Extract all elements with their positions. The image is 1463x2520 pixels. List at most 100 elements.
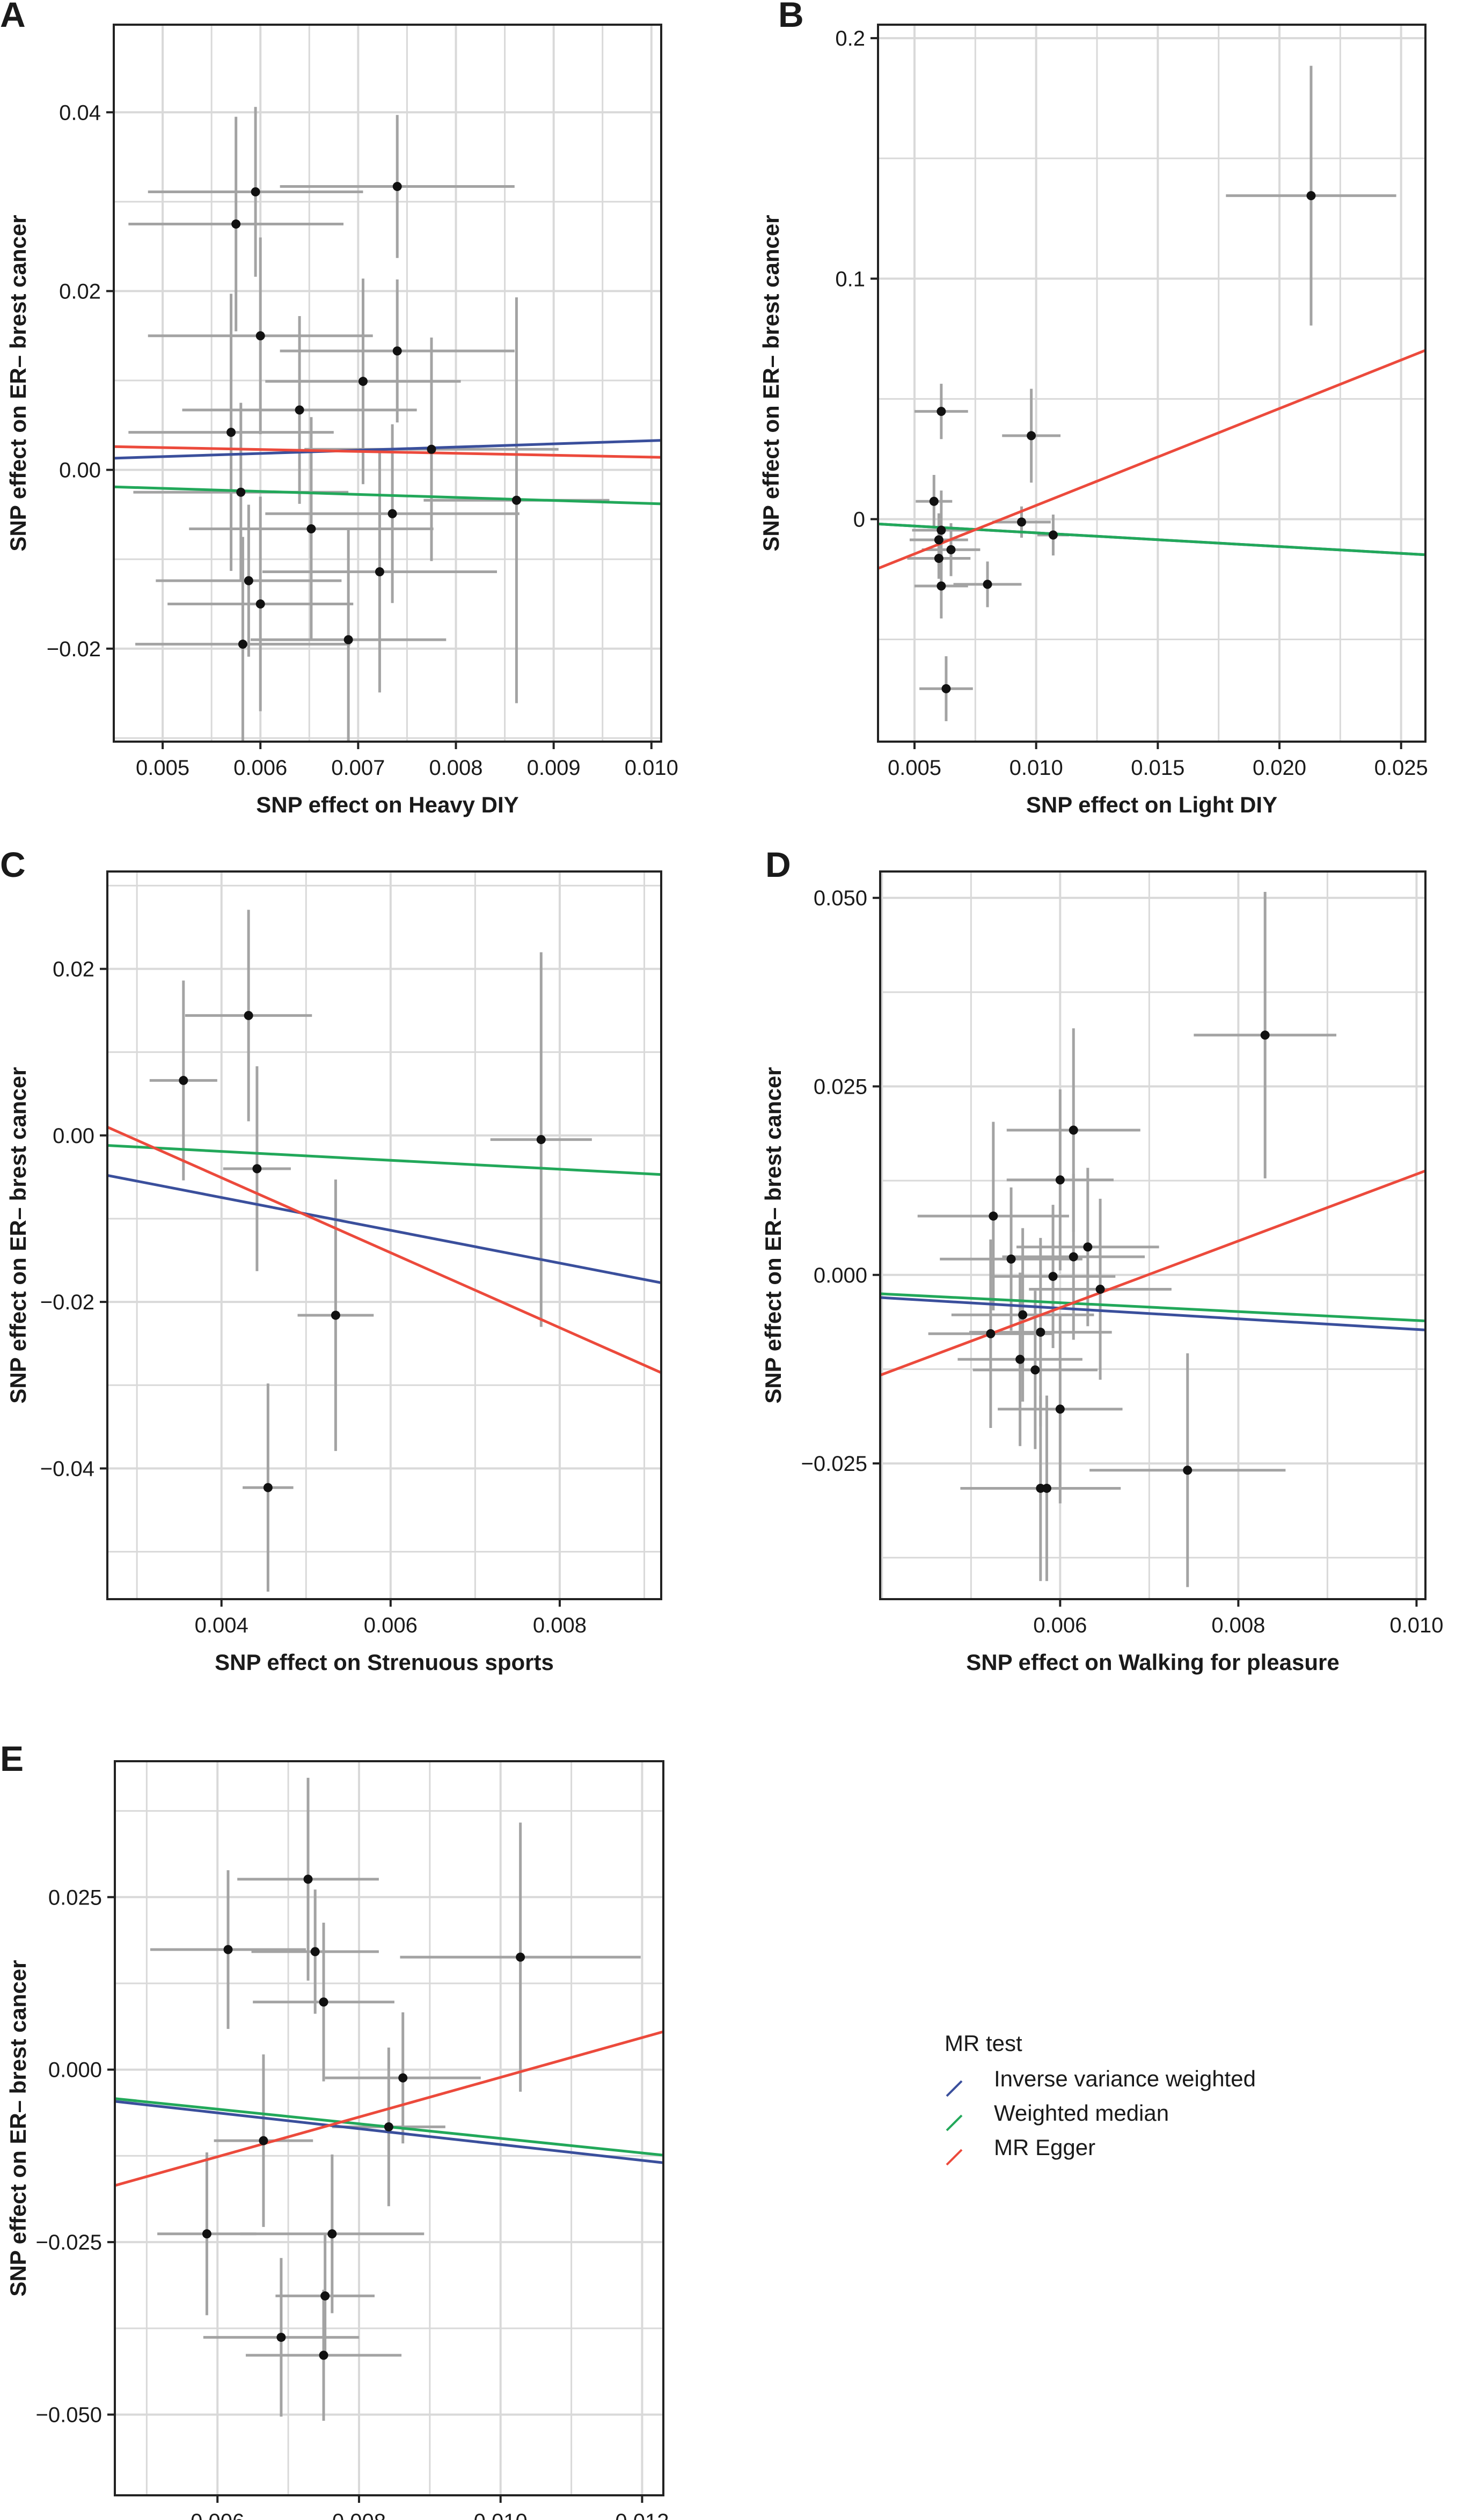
error-bars [128,107,610,742]
x-tick-label: 0.004 [195,1614,248,1637]
snp-point [1042,1483,1051,1493]
y-tick-label: 0 [853,508,865,531]
panel-b: 0.005 0.010 0.015 0.020 0.025 0 0.1 0.2 SNP effe… [758,0,1428,817]
plot-frame [106,870,662,1600]
snp-point [946,545,956,554]
y-tick-label: −0.050 [36,2404,102,2427]
x-axis-title: SNP effect on Strenuous sports [215,1650,554,1675]
panel-c: 0.004 0.006 0.008 −0.04 −0.02 0.00 0.02 SNP eff… [0,845,662,1675]
y-tick-label: −0.02 [40,1291,94,1314]
snp-points [202,1874,525,2360]
x-tick-label: 0.005 [136,756,189,780]
snp-point [263,1483,273,1492]
mr-line-ivw [115,2100,663,2164]
x-tick-label: 0.008 [332,2510,386,2520]
y-tick-label: 0.00 [59,459,101,482]
snp-point [1055,1175,1065,1185]
snp-point [511,495,521,505]
y-tick-label: −0.025 [36,2231,102,2254]
snp-point [1048,1272,1058,1281]
legend-key-ivw [946,2080,963,2097]
snp-point [1036,1328,1045,1337]
x-tick-label: 0.006 [191,2510,244,2520]
legend-label-ivw: Inverse variance weighted [994,2066,1256,2091]
snp-point [276,2333,286,2342]
x-tick-label: 0.010 [1010,756,1063,780]
plot-frame [113,24,662,743]
snp-point [331,1310,340,1320]
gridlines [107,871,661,1599]
snp-point [310,1947,320,1957]
snp-point [1030,1365,1040,1375]
error-bars [907,65,1396,721]
snp-point [398,2073,408,2083]
y-axis-title: SNP effect on ER– brest cancer [5,1960,31,2296]
y-tick-label: 0.050 [814,887,867,910]
y-tick-label: 0.04 [59,101,101,124]
x-tick-label: 0.020 [1253,756,1306,780]
snp-points [929,191,1316,693]
snp-point [255,331,265,341]
error-bars [150,1777,641,2421]
x-axis-title: SNP effect on Light DIY [1026,792,1277,817]
gridlines [115,1761,663,2495]
snp-point [536,1135,546,1145]
snp-point [1306,191,1316,201]
x-tick-label: 0.008 [429,756,482,780]
y-axis-title: SNP effect on ER– brest cancer [5,215,31,551]
gridlines [880,871,1425,1599]
y-tick-label: −0.025 [801,1452,867,1476]
mr-lines [107,1126,661,1374]
error-bars [917,891,1336,1587]
snp-point [1069,1252,1078,1262]
snp-point [343,635,353,644]
snp-point [320,2291,330,2301]
legend: MR test Inverse variance weighted Weight… [945,2031,1256,2166]
snp-point [223,1945,233,1954]
snp-point [202,2229,211,2239]
snp-points [226,182,521,649]
x-tick-label: 0.007 [331,756,385,780]
mr-line-weighted-median [878,522,1425,556]
mr-line-mr-egger [114,445,661,459]
error-bars [149,910,592,1592]
snp-point [1016,517,1026,527]
panel-letter: B [778,0,804,34]
snp-point [1018,1310,1028,1320]
legend-item-ivw: Inverse variance weighted [946,2066,1256,2097]
snp-point [319,2350,328,2360]
x-tick-label: 0.006 [364,1614,418,1637]
legend-item-mr-egger: MR Egger [946,2135,1095,2166]
snp-point [989,1211,998,1221]
legend-label-mr-egger: MR Egger [994,2135,1095,2160]
snp-point [929,496,939,506]
y-tick-label: 0.025 [814,1075,867,1098]
legend-title: MR test [945,2031,1022,2056]
mr-lines [114,439,661,506]
x-tick-label: 0.008 [533,1614,587,1637]
mr-line-mr-egger [107,1126,661,1374]
mr-line-mr-egger [878,349,1425,570]
snp-point [327,2229,337,2239]
plot-frame [879,870,1427,1600]
snp-point [1183,1466,1193,1475]
snp-point [1006,1254,1016,1264]
snp-points [986,1030,1270,1493]
snp-point [319,1997,328,2007]
x-tick-label: 0.006 [1033,1614,1087,1637]
legend-label-weighted-median: Weighted median [994,2100,1169,2126]
gridlines [114,25,661,742]
mr-line-ivw [107,1174,661,1284]
x-tick-label: 0.006 [233,756,287,780]
x-tick-label: 0.010 [1389,1614,1443,1637]
snp-point [427,444,436,454]
snp-point [983,580,992,589]
plot-frame [114,1760,664,2496]
snp-point [937,581,946,591]
plot-frame [877,24,1427,743]
snp-point [387,509,397,518]
x-tick-label: 0.008 [1211,1614,1265,1637]
mr-line-weighted-median [114,485,661,506]
